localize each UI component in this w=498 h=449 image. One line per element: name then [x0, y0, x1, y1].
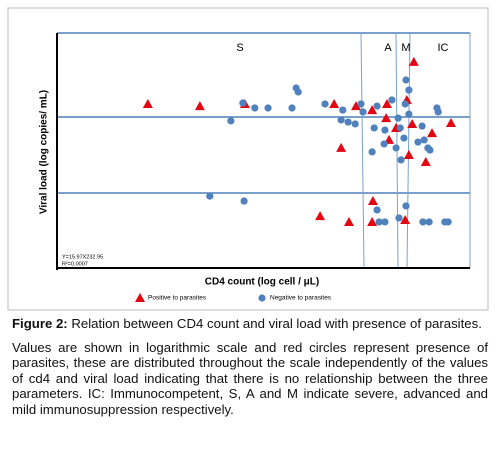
data-point	[373, 102, 381, 110]
data-point	[206, 192, 214, 200]
data-point	[403, 149, 414, 159]
data-point	[394, 114, 402, 122]
data-point	[264, 104, 272, 112]
data-point	[227, 117, 235, 125]
data-point	[359, 108, 367, 116]
data-point	[402, 202, 410, 210]
data-point	[321, 100, 329, 108]
data-point	[444, 218, 452, 226]
data-point	[288, 104, 296, 112]
data-point	[408, 56, 419, 66]
data-point	[315, 211, 326, 221]
chart: S A M IC Y=15.97X232.95 R²=0.0007 CD4 co…	[7, 7, 489, 311]
figure-label: Figure 2:	[12, 316, 68, 331]
caption-title: Figure 2: Relation between CD4 count and…	[12, 316, 488, 332]
data-point	[392, 144, 400, 152]
legend-label: Negative to parasites	[270, 295, 332, 302]
caption: Figure 2: Relation between CD4 count and…	[12, 316, 488, 425]
zone-label: IC	[438, 42, 449, 54]
data-point	[194, 101, 205, 111]
data-point	[400, 134, 408, 142]
y-axis-label: Viral load (log copies/ mL)	[39, 90, 50, 214]
data-point	[402, 76, 410, 84]
data-point	[420, 157, 431, 167]
data-point	[351, 120, 359, 128]
data-point	[405, 110, 413, 118]
data-point	[400, 215, 411, 225]
data-point	[401, 100, 409, 108]
regression-equation: Y=15.97X232.95	[62, 254, 103, 260]
data-point	[368, 148, 376, 156]
data-point	[367, 105, 378, 115]
data-point	[418, 122, 426, 130]
data-point	[397, 156, 405, 164]
data-point	[396, 124, 404, 132]
legend-label: Positive to parasites	[148, 295, 207, 302]
data-point	[419, 218, 427, 226]
data-point	[344, 118, 352, 126]
zone-line	[406, 32, 411, 269]
data-point	[446, 118, 457, 128]
data-point	[405, 86, 413, 94]
data-point	[337, 116, 345, 124]
data-point	[375, 218, 383, 226]
data-point	[339, 106, 347, 114]
data-point	[407, 118, 418, 128]
zone-label: A	[384, 42, 392, 54]
zone-label: S	[236, 42, 243, 54]
data-point	[351, 101, 362, 111]
zone-label: M	[401, 42, 410, 54]
data-point	[414, 138, 422, 146]
zone-line	[360, 32, 365, 269]
data-point	[357, 100, 365, 108]
data-point	[427, 128, 438, 138]
data-point	[424, 144, 432, 152]
data-point	[336, 142, 347, 152]
data-point	[420, 136, 428, 144]
data-point	[251, 104, 259, 112]
data-point	[425, 218, 433, 226]
data-point	[381, 98, 392, 108]
data-point	[395, 214, 403, 222]
data-point	[370, 124, 378, 132]
data-point	[239, 99, 247, 107]
data-point	[343, 216, 354, 226]
legend-marker	[135, 293, 145, 302]
data-point	[142, 98, 153, 108]
data-point	[240, 197, 248, 205]
data-point	[373, 206, 381, 214]
data-point	[388, 96, 396, 104]
data-point	[381, 113, 392, 123]
data-point	[367, 216, 378, 226]
data-point	[294, 88, 302, 96]
r-squared: R²=0.0007	[62, 261, 88, 267]
data-point	[381, 126, 389, 134]
data-point	[380, 140, 388, 148]
data-point	[381, 218, 389, 226]
data-point	[329, 98, 340, 108]
data-point	[367, 196, 378, 206]
legend: Positive to parasites Negative to parasit…	[148, 295, 332, 302]
data-point	[434, 108, 442, 116]
x-axis-label: CD4 count (log cell / μL)	[205, 277, 319, 288]
legend-marker	[258, 294, 266, 302]
caption-text: Values are shown in logarithmic scale an…	[12, 339, 488, 417]
figure-title: Relation between CD4 count and viral loa…	[71, 316, 482, 331]
